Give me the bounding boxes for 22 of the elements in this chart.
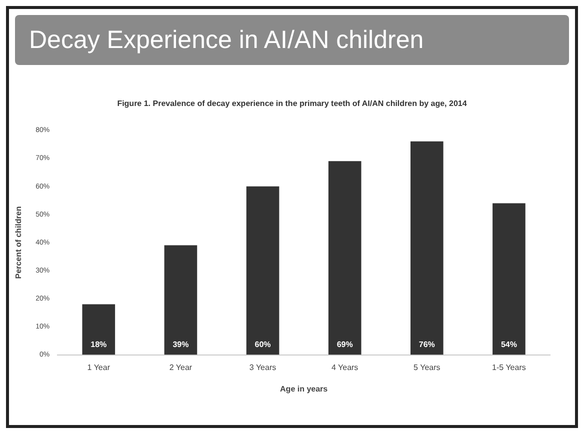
data-label: 54% — [500, 340, 517, 350]
bar — [164, 245, 198, 355]
bar — [82, 304, 116, 355]
bar — [328, 161, 362, 355]
x-tick-label: 4 Years — [331, 362, 358, 372]
y-axis-title: Percent of children — [14, 206, 24, 279]
data-label: 69% — [336, 340, 353, 350]
x-axis-title: Age in years — [280, 384, 328, 394]
bar — [410, 141, 444, 355]
chart-subtitle: Figure 1. Prevalence of decay experience in the primary teeth of AI/AN children by age, 2014 — [116, 99, 468, 108]
bar — [246, 186, 280, 355]
x-tick-label: 3 Years — [249, 362, 276, 372]
x-tick-label: 1-5 Years — [492, 362, 526, 372]
x-tick-label: 2 Year — [169, 362, 192, 372]
bar — [492, 203, 526, 355]
x-tick-label: 5 Years — [414, 362, 440, 372]
data-label: 39% — [172, 340, 189, 350]
data-label: 60% — [254, 340, 271, 350]
x-tick-label: 1 Year — [87, 362, 110, 372]
chart-title: Decay Experience in AI/AN children — [15, 15, 569, 65]
data-label: 18% — [90, 340, 107, 350]
data-label: 76% — [418, 340, 435, 350]
